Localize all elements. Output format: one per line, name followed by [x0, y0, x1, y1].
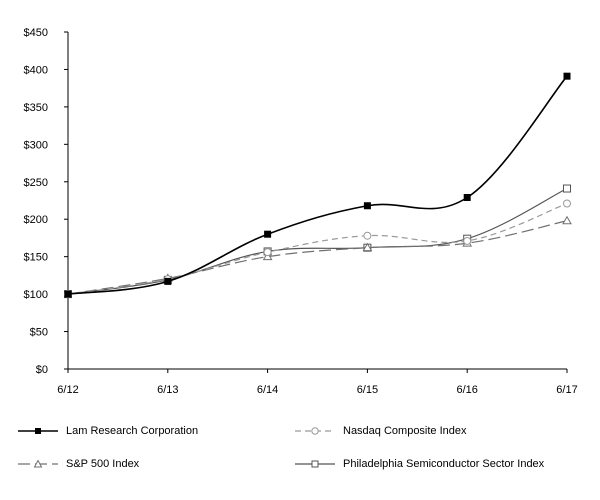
- legend-label-lam: Lam Research Corporation: [66, 425, 199, 437]
- point-nasdaq: [363, 231, 372, 240]
- legend-symbol-lam: [18, 428, 58, 434]
- legend-symbol-sp500: [18, 459, 58, 468]
- y-tick-label: $400: [24, 64, 48, 76]
- y-axis: $0 $50 $100 $150 $200 $250 $300 $350 $400 $450: [24, 27, 69, 376]
- y-tick-label: $0: [36, 364, 48, 376]
- point-lam: [363, 202, 371, 210]
- y-tick-label: $150: [24, 252, 48, 264]
- series-line-sox: [67, 187, 568, 295]
- legend-item-lam: Lam Research Corporation: [18, 425, 198, 437]
- x-tick-label: 6/12: [57, 384, 78, 396]
- y-tick-label: $250: [24, 177, 48, 189]
- point-nasdaq: [463, 236, 472, 245]
- x-tick-label: 6/13: [157, 384, 178, 396]
- point-sp500: [562, 215, 572, 225]
- series-layer: [64, 72, 572, 299]
- series-line-nasdaq: [67, 202, 568, 295]
- point-nasdaq: [263, 248, 272, 257]
- legend-symbol-sox: [295, 460, 335, 468]
- point-lam: [164, 277, 172, 285]
- point-lam: [264, 230, 272, 238]
- series-line-sp500: [67, 220, 568, 295]
- point-lam: [64, 290, 72, 298]
- y-tick-label: $100: [24, 289, 48, 301]
- legend-item-nasdaq: Nasdaq Composite Index: [295, 425, 467, 437]
- legend-item-sp500: S&P 500 Index: [18, 458, 139, 470]
- x-tick-label: 6/17: [556, 384, 577, 396]
- y-tick-label: $450: [24, 27, 48, 39]
- point-lam: [563, 72, 571, 80]
- series-lam: [64, 72, 571, 298]
- point-sox: [563, 184, 571, 193]
- legend-label-sp500: S&P 500 Index: [66, 458, 140, 470]
- legend-symbol-nasdaq: [295, 427, 335, 435]
- y-tick-label: $300: [24, 139, 48, 151]
- point-nasdaq: [563, 199, 571, 208]
- point-lam: [463, 194, 471, 202]
- x-tick-label: 6/14: [257, 384, 278, 396]
- x-tick-label: 6/16: [456, 384, 477, 396]
- y-tick-label: $350: [24, 102, 48, 114]
- x-axis: 6/12 6/13 6/14 6/15 6/16 6/17: [57, 368, 578, 396]
- y-tick-label: $200: [24, 214, 48, 226]
- point-sp500: [362, 242, 373, 252]
- x-tick-label: 6/15: [357, 384, 378, 396]
- y-tick-label: $50: [30, 327, 48, 339]
- series-sp500: [67, 215, 572, 295]
- legend-label-nasdaq: Nasdaq Composite Index: [343, 425, 467, 437]
- legend-label-sox: Philadelphia Semiconductor Sector Index: [343, 458, 545, 470]
- legend-item-sox: Philadelphia Semiconductor Sector Index: [295, 458, 544, 470]
- series-line-lam: [67, 75, 568, 295]
